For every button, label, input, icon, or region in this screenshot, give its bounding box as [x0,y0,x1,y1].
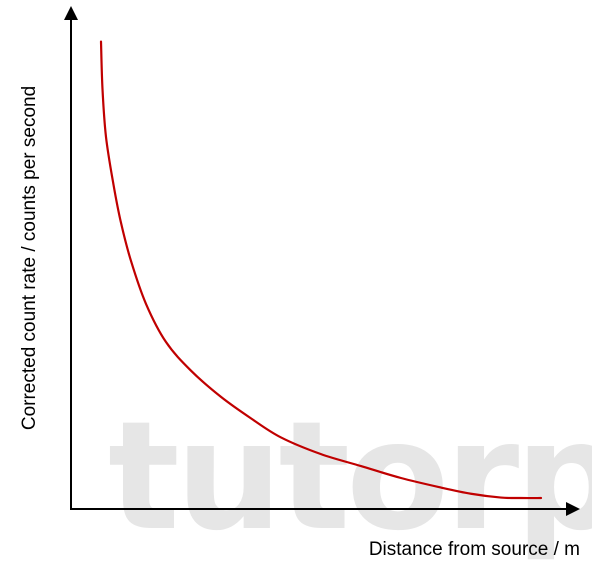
series-line-0 [99,40,543,500]
watermark-text: tutorp [108,390,592,562]
y-axis-title: Corrected count rate / counts per second [19,86,40,430]
y-axis-arrow-icon [64,6,78,20]
x-axis-title: Distance from source / m [369,539,580,560]
x-axis-arrow-icon [566,502,580,516]
series-group [99,40,543,500]
axes [64,6,580,516]
